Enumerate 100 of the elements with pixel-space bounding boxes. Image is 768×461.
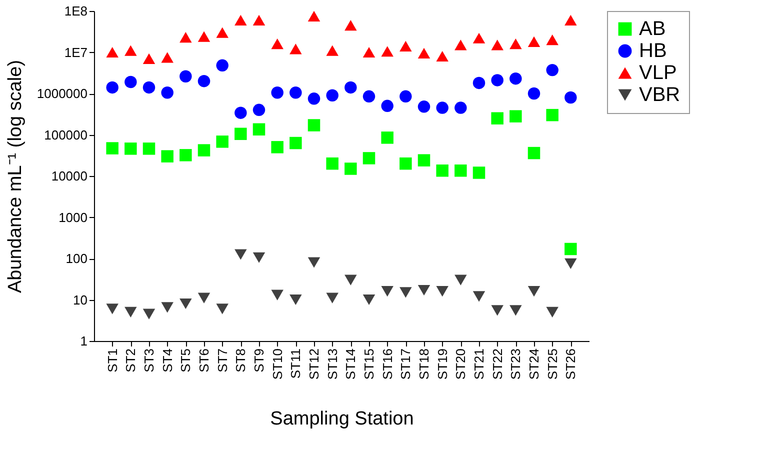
point <box>418 154 430 166</box>
point <box>472 291 486 302</box>
point <box>290 136 302 150</box>
y-tick-label: 1000 <box>58 210 88 225</box>
x-tick-label: ST21 <box>472 348 486 380</box>
point <box>344 81 357 94</box>
x-tick-label: ST16 <box>380 348 395 380</box>
point <box>454 164 467 177</box>
point <box>252 252 266 263</box>
x-tick-label: ST9 <box>252 348 266 372</box>
point <box>528 87 540 100</box>
point <box>198 144 210 156</box>
point <box>142 142 156 155</box>
point <box>198 292 210 304</box>
point <box>124 142 137 155</box>
x-tick-label: ST24 <box>526 348 542 380</box>
point <box>198 74 210 88</box>
point <box>491 305 504 316</box>
point <box>180 70 192 82</box>
point <box>564 258 577 269</box>
x-tick-label: ST7 <box>214 348 230 372</box>
point <box>510 305 522 316</box>
point <box>124 45 137 56</box>
x-axis-title: Sampling Station <box>270 408 414 430</box>
point <box>564 14 577 26</box>
point <box>180 149 192 162</box>
x-tick-label: ST2 <box>123 348 138 372</box>
point <box>418 48 430 58</box>
point <box>362 152 376 164</box>
point <box>546 306 558 318</box>
point <box>198 31 210 42</box>
x-tick-label: ST25 <box>544 348 560 380</box>
point <box>326 45 338 56</box>
point <box>418 100 430 113</box>
point <box>308 257 320 268</box>
point <box>234 106 247 119</box>
x-tick-label: ST12 <box>306 348 322 380</box>
point <box>252 123 266 136</box>
point <box>161 302 174 313</box>
y-tick-label: 1 <box>80 334 88 348</box>
point <box>344 162 357 175</box>
point <box>290 294 302 306</box>
point <box>271 290 284 300</box>
y-axis-title: Abundance mL⁻¹ (log scale) <box>4 60 26 294</box>
x-tick-label: ST15 <box>362 348 376 380</box>
point <box>546 34 558 46</box>
point <box>510 38 522 50</box>
x-tick-label: ST17 <box>398 348 414 380</box>
point <box>362 90 376 103</box>
point <box>528 286 540 297</box>
x-tick-label: ST14 <box>343 348 358 380</box>
point <box>234 249 247 260</box>
x-tick-label: ST4 <box>160 348 175 372</box>
point <box>106 304 118 314</box>
point <box>381 286 394 297</box>
point <box>106 81 118 94</box>
point <box>252 104 266 116</box>
point <box>271 141 284 154</box>
point <box>564 91 577 104</box>
point <box>472 166 486 179</box>
point <box>400 90 412 103</box>
point <box>180 32 192 43</box>
legend-label: AB <box>639 18 666 40</box>
point <box>344 20 357 31</box>
point <box>142 81 156 94</box>
point <box>546 64 558 76</box>
point <box>381 46 394 57</box>
point <box>252 14 266 26</box>
y-tick-label: 10000 <box>51 168 88 184</box>
point <box>326 157 338 170</box>
point <box>308 92 320 105</box>
point <box>124 76 137 88</box>
x-tick-label: ST13 <box>324 348 340 380</box>
point <box>564 242 577 256</box>
point <box>436 164 448 177</box>
point <box>472 76 486 90</box>
legend-label: VBR <box>639 84 680 106</box>
point <box>436 102 448 114</box>
point <box>381 132 394 144</box>
point <box>142 308 156 320</box>
point <box>491 74 504 86</box>
point <box>436 286 448 297</box>
x-tick-label: ST8 <box>233 348 248 372</box>
point <box>454 40 467 50</box>
point <box>472 32 486 44</box>
point <box>546 108 558 122</box>
point <box>216 27 228 38</box>
point <box>400 287 412 298</box>
y-tick-label: 100000 <box>44 127 88 142</box>
point <box>290 44 302 54</box>
y-tick-label: 1000000 <box>36 86 88 101</box>
x-tick-label: ST1 <box>104 348 120 372</box>
point <box>436 50 448 62</box>
point <box>106 142 118 154</box>
point <box>216 59 228 72</box>
x-tick-label: ST6 <box>196 348 212 372</box>
point <box>381 100 394 112</box>
point <box>216 136 228 148</box>
point <box>290 86 302 99</box>
point <box>308 119 320 132</box>
